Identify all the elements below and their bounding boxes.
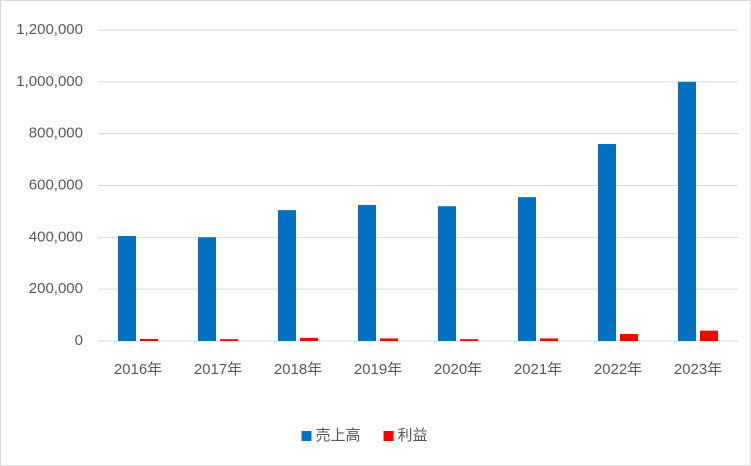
bar bbox=[140, 338, 158, 341]
x-tick-label: 2019年 bbox=[354, 361, 402, 378]
bar bbox=[678, 81, 696, 341]
bar bbox=[598, 144, 616, 341]
y-tick-label: 800,000 bbox=[29, 125, 83, 142]
x-tick-label: 2022年 bbox=[594, 361, 642, 378]
x-tick-label: 2020年 bbox=[434, 361, 482, 378]
y-tick-label: 200,000 bbox=[29, 280, 83, 297]
bar bbox=[700, 330, 718, 341]
x-tick-label: 2017年 bbox=[194, 361, 242, 378]
bar bbox=[220, 339, 238, 341]
legend-label: 売上高 bbox=[316, 427, 361, 444]
x-tick-label: 2023年 bbox=[674, 361, 722, 378]
y-tick-label: 0 bbox=[75, 332, 83, 349]
y-tick-label: 1,200,000 bbox=[16, 21, 83, 38]
y-tick-label: 400,000 bbox=[29, 228, 83, 245]
bar bbox=[620, 334, 638, 341]
bar bbox=[518, 197, 536, 341]
legend-swatch bbox=[383, 431, 394, 441]
bar bbox=[460, 339, 478, 341]
bar bbox=[540, 338, 558, 341]
bar bbox=[300, 337, 318, 341]
legend-label: 利益 bbox=[398, 427, 428, 444]
legend-swatch bbox=[301, 431, 312, 441]
x-tick-label: 2021年 bbox=[514, 361, 562, 378]
bar bbox=[380, 338, 398, 341]
y-tick-label: 600,000 bbox=[29, 176, 83, 193]
bar bbox=[438, 206, 456, 341]
x-tick-label: 2018年 bbox=[274, 361, 322, 378]
y-tick-label: 1,000,000 bbox=[16, 73, 83, 90]
bar bbox=[118, 236, 136, 341]
x-tick-label: 2016年 bbox=[114, 361, 162, 378]
bar bbox=[198, 237, 216, 341]
bar bbox=[278, 210, 296, 341]
bar bbox=[358, 204, 376, 341]
